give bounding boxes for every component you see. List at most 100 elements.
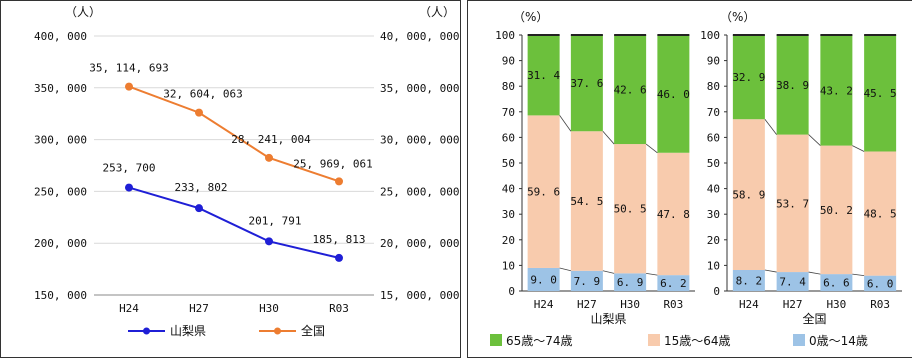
- y-tick-label: 30: [707, 208, 720, 221]
- line-chart-panel: 400, 000 350, 000 300, 000 250, 000 200, 000…: [0, 0, 461, 358]
- data-label: 201, 791: [249, 214, 302, 227]
- bar-value-label: 6. 0: [867, 277, 894, 290]
- bar-segment: [820, 35, 853, 146]
- bar-value-label: 53. 7: [776, 197, 809, 210]
- bar-value-label: 8. 2: [736, 275, 763, 288]
- bar-segment: [864, 275, 897, 291]
- bar-value-label: 6. 2: [660, 277, 687, 290]
- x-tick-label: H27: [577, 298, 597, 311]
- bar-segment: [527, 267, 560, 291]
- bar-value-label: 54. 5: [570, 195, 603, 208]
- bar-segment: [864, 151, 897, 276]
- bar-segment: [657, 35, 690, 153]
- data-label: 32, 604, 063: [163, 88, 242, 101]
- y-right-tick-label: 30, 000, 000: [380, 134, 459, 147]
- x-tick-label: H24: [534, 298, 554, 311]
- data-label: 28, 241, 004: [231, 133, 311, 146]
- y-tick-label: 90: [707, 55, 720, 68]
- bar-value-label: 48. 5: [864, 208, 897, 221]
- bar-segment: [776, 35, 809, 135]
- y-left-tick-label: 250, 000: [34, 185, 87, 198]
- bar-segment: [527, 115, 560, 268]
- data-point: [125, 183, 133, 192]
- x-tick-label: H24: [739, 298, 759, 311]
- connector-line: [602, 130, 615, 145]
- bar-segment: [864, 35, 897, 152]
- y-left-tick-label: 150, 000: [34, 289, 87, 302]
- bar-segment: [570, 35, 603, 132]
- bar-segment: [732, 270, 765, 291]
- y-tick-label: 10: [502, 259, 515, 272]
- y-tick-label: 20: [502, 234, 515, 247]
- x-tick-label: R03: [329, 302, 349, 315]
- connector-line: [852, 273, 865, 277]
- bar-segment: [614, 144, 647, 274]
- bar-value-label: 58. 9: [732, 189, 765, 202]
- bar-value-label: 50. 2: [820, 204, 853, 217]
- bar-value-label: 59. 6: [527, 186, 560, 199]
- bar-value-label: 6. 6: [823, 277, 850, 290]
- bar-segment: [820, 274, 853, 291]
- bar-value-label: 31. 4: [527, 69, 560, 82]
- bar-value-label: 42. 6: [614, 84, 647, 97]
- connector-line: [645, 143, 658, 154]
- connector-line: [764, 118, 777, 135]
- y-right-tick-label: 25, 000, 000: [380, 185, 459, 198]
- y-tick-label: 40: [502, 183, 515, 196]
- y-left-tick-label: 300, 000: [34, 134, 87, 147]
- bar-segment: [657, 275, 690, 291]
- connector-line: [646, 272, 658, 276]
- legend-label: 0歳～14歳: [809, 334, 868, 348]
- data-point: [125, 82, 133, 91]
- y-left-unit: （人）: [65, 5, 101, 19]
- x-tick-label: H27: [783, 298, 803, 311]
- x-tick-label: H30: [620, 298, 640, 311]
- y-tick-label: 70: [707, 106, 720, 119]
- data-point: [265, 237, 273, 246]
- bar-value-label: 9. 0: [530, 273, 557, 286]
- bar-segment: [776, 272, 809, 291]
- y-left-tick-label: 400, 000: [34, 30, 87, 43]
- group-label: 全国: [802, 311, 826, 326]
- bar-value-label: 43. 2: [820, 84, 853, 97]
- data-point: [195, 204, 203, 213]
- bar-segment: [732, 35, 765, 120]
- bar-segment: [527, 35, 560, 116]
- legend-label: 全国: [301, 323, 325, 338]
- y-tick-label: 60: [707, 131, 720, 144]
- y-right-tick-label: 20, 000, 000: [380, 237, 459, 250]
- legend-marker: [143, 327, 150, 335]
- bar-value-label: 7. 4: [779, 276, 806, 289]
- data-point: [335, 253, 343, 262]
- y-right-tick-label: 15, 000, 000: [380, 289, 459, 302]
- connector-line: [559, 115, 572, 132]
- y-left-tick-label: 350, 000: [34, 82, 87, 95]
- data-label: 185, 813: [313, 233, 366, 246]
- legend-swatch: [793, 334, 805, 346]
- x-tick-label: H24: [119, 302, 139, 315]
- bar-segment: [776, 134, 809, 273]
- legend-label: 65歳～74歳: [506, 334, 573, 348]
- data-point: [195, 108, 203, 117]
- bar-segment: [657, 152, 690, 276]
- bar-value-label: 50. 5: [614, 203, 647, 216]
- bar-value-label: 32. 9: [732, 71, 765, 84]
- data-point: [265, 153, 273, 162]
- y-left-tick-label: 200, 000: [34, 237, 87, 250]
- bar-segment: [614, 273, 647, 291]
- bar-value-label: 38. 9: [776, 79, 809, 92]
- bar-value-label: 7. 9: [574, 275, 601, 288]
- legend-swatch: [648, 334, 660, 346]
- x-tick-label: R03: [870, 298, 890, 311]
- y-tick-label: 80: [502, 80, 515, 93]
- y-tick-label: 50: [707, 157, 720, 170]
- y-unit: （%）: [513, 10, 548, 24]
- data-label: 233, 802: [175, 181, 228, 194]
- connector-line: [764, 269, 777, 273]
- y-tick-label: 60: [502, 131, 515, 144]
- series-line: [128, 85, 340, 183]
- series-line: [128, 186, 340, 259]
- connector-line: [602, 270, 615, 274]
- bar-value-label: 37. 6: [570, 77, 603, 90]
- y-tick-label: 30: [502, 208, 515, 221]
